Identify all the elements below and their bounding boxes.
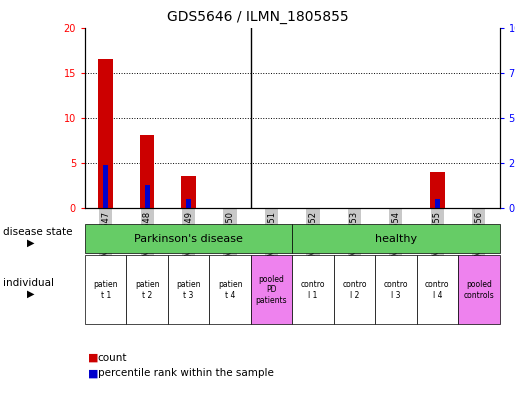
Bar	[145, 185, 150, 208]
Text: individual: individual	[3, 278, 54, 288]
Text: ▶: ▶	[27, 238, 35, 248]
Text: patien
t 2: patien t 2	[135, 280, 160, 299]
Text: patien
t 4: patien t 4	[218, 280, 243, 299]
Bar	[98, 59, 113, 208]
Text: pooled
controls: pooled controls	[464, 280, 494, 299]
Text: patien
t 1: patien t 1	[93, 280, 118, 299]
Bar	[435, 199, 440, 208]
Bar	[140, 135, 154, 208]
Text: pooled
PD
patients: pooled PD patients	[256, 275, 287, 305]
Text: disease state: disease state	[3, 227, 72, 237]
Text: GDS5646 / ILMN_1805855: GDS5646 / ILMN_1805855	[167, 10, 348, 24]
Text: contro
l 1: contro l 1	[301, 280, 325, 299]
Bar	[181, 176, 196, 208]
Text: ■: ■	[88, 353, 98, 363]
Bar	[186, 199, 191, 208]
Text: ▶: ▶	[27, 289, 35, 299]
Text: contro
l 3: contro l 3	[384, 280, 408, 299]
Text: contro
l 2: contro l 2	[342, 280, 367, 299]
Bar	[103, 165, 108, 208]
Text: patien
t 3: patien t 3	[176, 280, 201, 299]
Text: percentile rank within the sample: percentile rank within the sample	[98, 368, 274, 378]
Text: ■: ■	[88, 368, 98, 378]
Text: healthy: healthy	[375, 234, 417, 244]
Text: Parkinson's disease: Parkinson's disease	[134, 234, 243, 244]
Text: contro
l 4: contro l 4	[425, 280, 450, 299]
Bar	[430, 172, 444, 208]
Text: count: count	[98, 353, 127, 363]
